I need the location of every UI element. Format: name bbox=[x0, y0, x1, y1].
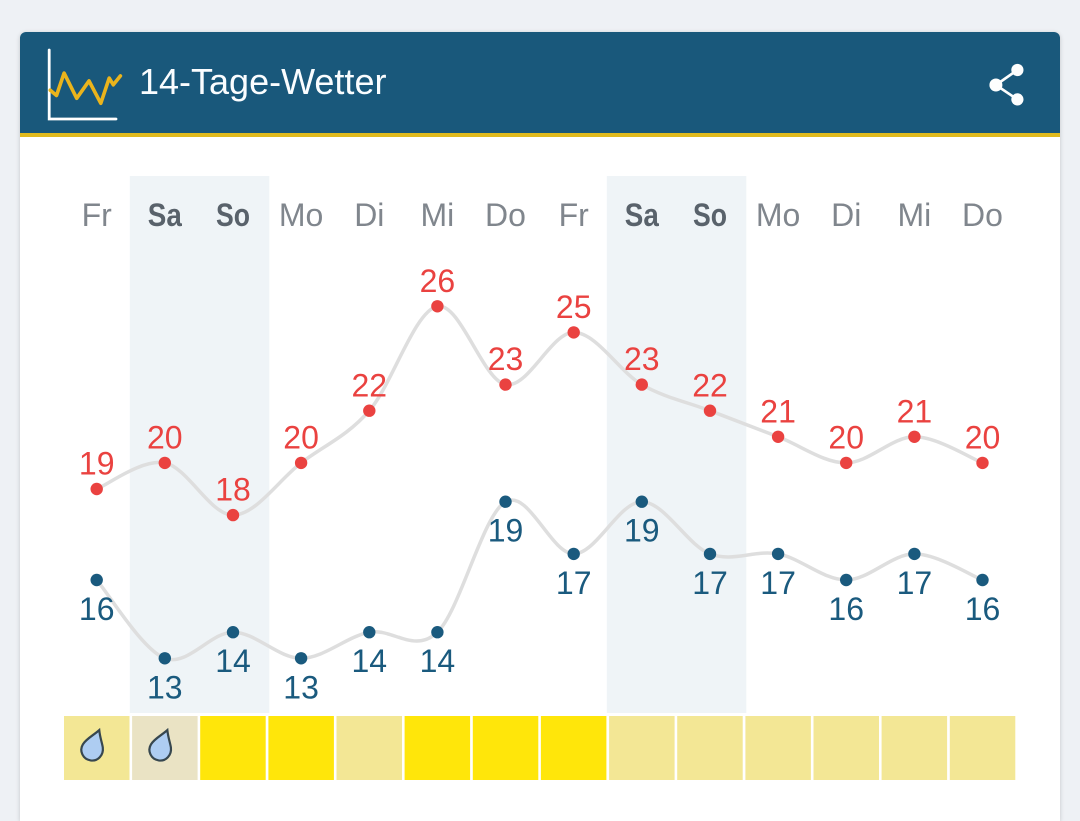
svg-text:19: 19 bbox=[79, 446, 115, 482]
svg-text:So: So bbox=[693, 197, 727, 233]
svg-text:Mi: Mi bbox=[898, 197, 932, 233]
svg-text:Do: Do bbox=[485, 197, 526, 233]
svg-text:Fr: Fr bbox=[82, 197, 113, 233]
svg-text:Do: Do bbox=[962, 197, 1003, 233]
svg-text:Mi: Mi bbox=[421, 197, 455, 233]
svg-text:14: 14 bbox=[215, 643, 251, 679]
svg-text:23: 23 bbox=[488, 341, 524, 377]
svg-text:16: 16 bbox=[79, 591, 115, 627]
svg-text:23: 23 bbox=[624, 341, 660, 377]
svg-text:20: 20 bbox=[147, 420, 183, 456]
svg-text:Mo: Mo bbox=[279, 197, 323, 233]
svg-text:17: 17 bbox=[760, 565, 796, 601]
svg-text:22: 22 bbox=[352, 367, 388, 403]
svg-text:Fr: Fr bbox=[559, 197, 590, 233]
svg-text:19: 19 bbox=[624, 513, 660, 549]
svg-text:20: 20 bbox=[283, 420, 319, 456]
svg-text:20: 20 bbox=[965, 420, 1001, 456]
svg-text:21: 21 bbox=[760, 393, 796, 429]
svg-text:Di: Di bbox=[354, 197, 384, 233]
svg-text:17: 17 bbox=[692, 565, 728, 601]
svg-text:16: 16 bbox=[828, 591, 864, 627]
svg-text:14: 14 bbox=[352, 643, 388, 679]
svg-text:13: 13 bbox=[283, 669, 319, 705]
svg-text:Sa: Sa bbox=[625, 197, 659, 233]
svg-text:14: 14 bbox=[420, 643, 456, 679]
svg-text:21: 21 bbox=[897, 393, 933, 429]
svg-text:16: 16 bbox=[965, 591, 1001, 627]
svg-text:Sa: Sa bbox=[148, 197, 182, 233]
svg-text:18: 18 bbox=[215, 472, 251, 508]
svg-text:19: 19 bbox=[488, 513, 524, 549]
svg-text:17: 17 bbox=[556, 565, 592, 601]
svg-text:17: 17 bbox=[897, 565, 933, 601]
svg-text:22: 22 bbox=[692, 367, 728, 403]
svg-text:25: 25 bbox=[556, 289, 592, 325]
svg-text:26: 26 bbox=[420, 263, 456, 299]
svg-text:Mo: Mo bbox=[756, 197, 800, 233]
svg-text:Di: Di bbox=[831, 197, 861, 233]
svg-text:So: So bbox=[216, 197, 250, 233]
svg-text:20: 20 bbox=[828, 420, 864, 456]
svg-text:13: 13 bbox=[147, 669, 183, 705]
